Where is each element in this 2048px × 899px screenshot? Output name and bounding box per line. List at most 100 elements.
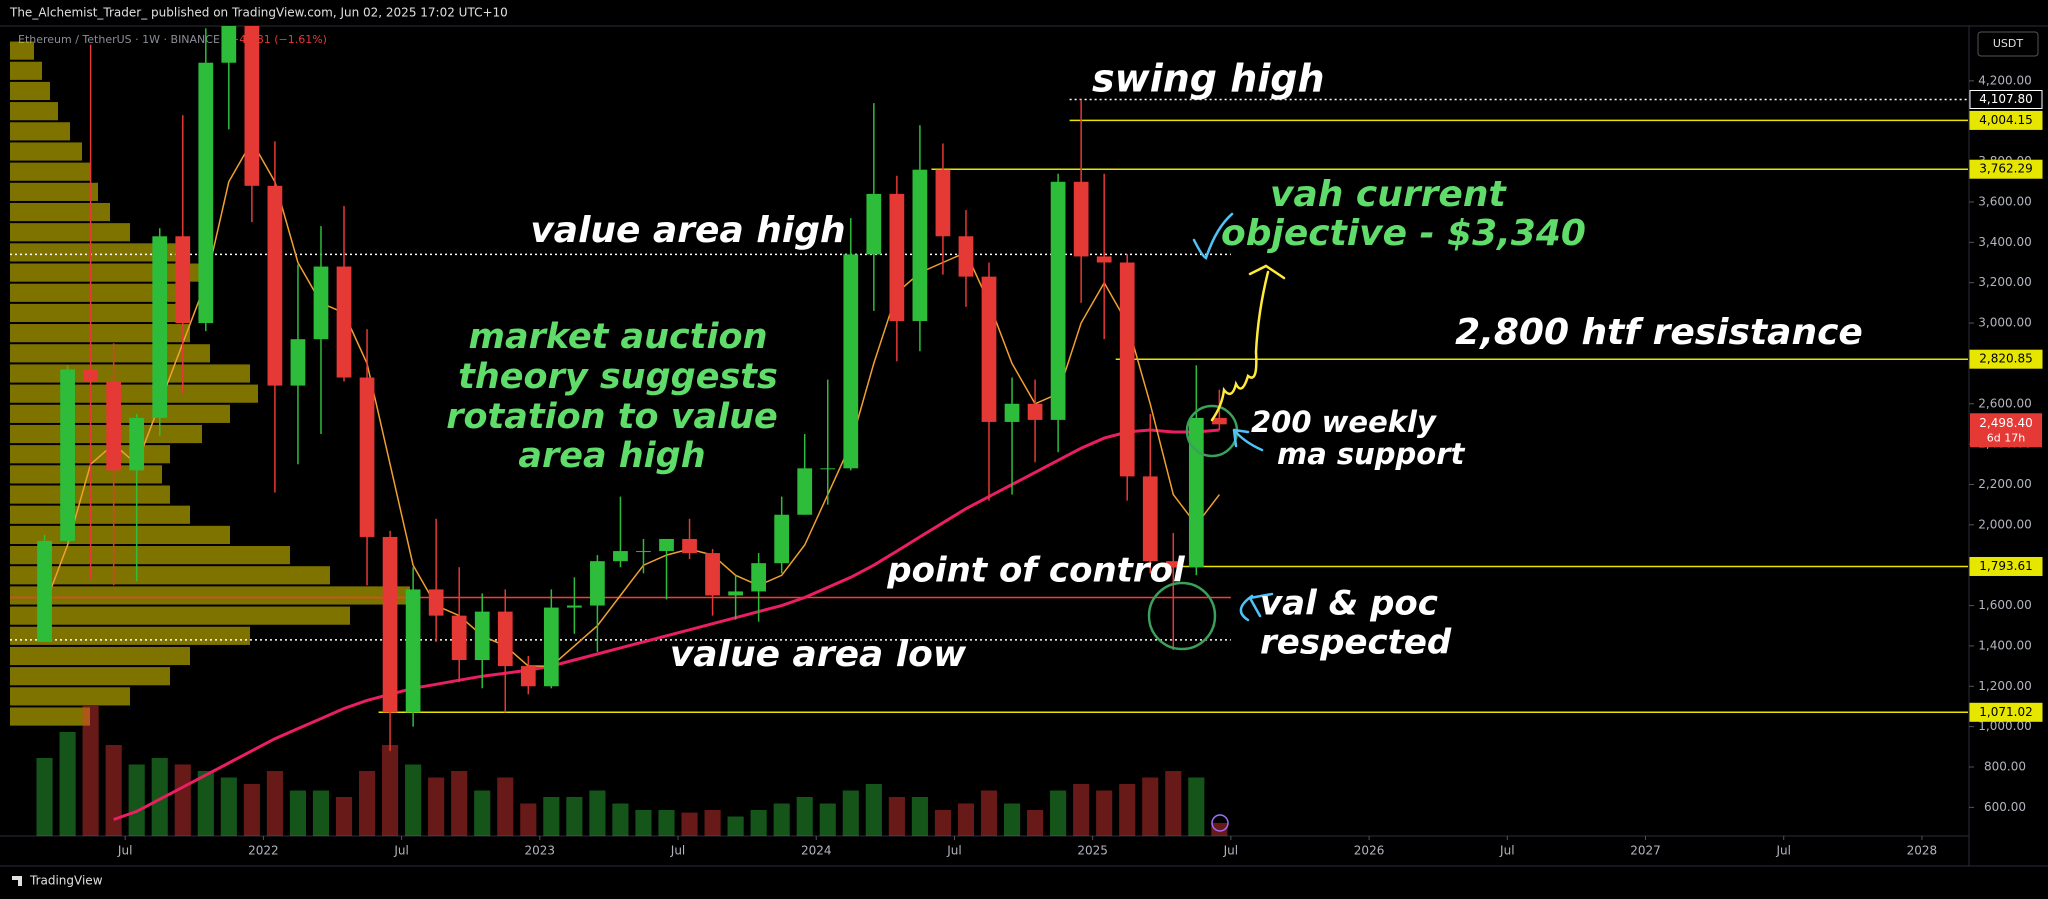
candle-body bbox=[866, 193, 882, 255]
annotation: val & poc bbox=[1260, 584, 1438, 624]
candle-body bbox=[590, 561, 605, 606]
profile-bar bbox=[10, 202, 110, 222]
price-label: 4,107.80 bbox=[1979, 92, 2032, 106]
annotation: 200 weekly bbox=[1251, 405, 1437, 439]
candle-body bbox=[405, 589, 421, 713]
price-label-box bbox=[1969, 556, 2043, 576]
candle-body bbox=[382, 536, 398, 713]
profile-bar bbox=[10, 283, 190, 302]
profile-bar bbox=[10, 122, 70, 141]
candle-body bbox=[244, 26, 260, 186]
candle-body bbox=[198, 62, 214, 324]
profile-bar bbox=[10, 61, 42, 80]
volume-bar bbox=[1165, 771, 1182, 836]
price-label-box bbox=[1969, 349, 2043, 369]
volume-bar bbox=[151, 758, 168, 836]
annotation: ma support bbox=[1277, 437, 1466, 471]
candle-body bbox=[1050, 181, 1066, 420]
annotation: respected bbox=[1260, 623, 1452, 663]
volume-bar bbox=[1073, 784, 1090, 836]
price-label-box bbox=[1969, 89, 2043, 109]
y-tick-label: 3,200.00 bbox=[1978, 275, 2031, 289]
y-tick-label: 800.00 bbox=[1984, 759, 2026, 773]
volume-bar bbox=[220, 777, 237, 836]
candle-body bbox=[912, 169, 928, 322]
profile-bar bbox=[10, 162, 90, 181]
volume-bar bbox=[266, 771, 283, 836]
volume-bar bbox=[842, 790, 859, 836]
candle-body bbox=[37, 540, 52, 642]
candle-body bbox=[1073, 181, 1089, 257]
annotation: area high bbox=[518, 436, 705, 476]
moving-average bbox=[43, 139, 1220, 667]
candle-body bbox=[1119, 262, 1135, 477]
x-tick-label: Jul bbox=[1499, 844, 1514, 858]
volume-bar bbox=[911, 797, 928, 836]
volume-bar bbox=[566, 797, 583, 836]
profile-bar bbox=[10, 384, 258, 403]
volume-bar bbox=[658, 810, 675, 836]
x-tick-label: Jul bbox=[117, 844, 132, 858]
profile-bar bbox=[10, 424, 202, 444]
candle-body bbox=[728, 591, 743, 596]
price-label: 3,762.29 bbox=[1979, 162, 2032, 176]
profile-bar bbox=[10, 646, 190, 666]
volume-bar bbox=[934, 810, 951, 836]
icon bbox=[1211, 814, 1229, 832]
volume-bar bbox=[428, 777, 445, 836]
price-label-box bbox=[1969, 702, 2043, 722]
annotation: market auction bbox=[468, 317, 767, 357]
x-tick-label: 2022 bbox=[248, 844, 279, 858]
arrow bbox=[1239, 592, 1274, 622]
profile-bar bbox=[10, 41, 34, 60]
volume-bar bbox=[865, 784, 882, 836]
volume-bar bbox=[174, 764, 191, 836]
volume-bar bbox=[957, 803, 975, 836]
x-tick-label: Jul bbox=[1223, 844, 1238, 858]
currency-box[interactable] bbox=[1977, 31, 2039, 57]
y-tick-label: 1,400.00 bbox=[1978, 638, 2031, 652]
volume-bar bbox=[82, 706, 99, 836]
profile-bar bbox=[10, 223, 130, 242]
candle-body bbox=[1027, 403, 1043, 420]
x-tick-label: Jul bbox=[1775, 844, 1790, 858]
symbol: Ethereum / TetherUS · 1W · BINANCE bbox=[18, 33, 220, 46]
profile-bar bbox=[10, 505, 190, 524]
candle-body bbox=[659, 538, 674, 552]
volume-bar bbox=[497, 777, 514, 836]
candle-body bbox=[106, 381, 122, 471]
axes: 600.00 800.00 1,000.00 1,200.00 1,400.00 1,60… bbox=[117, 73, 2043, 858]
candle-body bbox=[474, 611, 490, 661]
candle-body bbox=[83, 369, 98, 382]
profile-bar bbox=[10, 243, 190, 262]
x-tick-label: 2027 bbox=[1630, 844, 1661, 858]
volume-bar bbox=[1003, 803, 1021, 836]
candle-body bbox=[497, 611, 513, 667]
candle-body bbox=[981, 276, 997, 422]
price-label: 4,004.15 bbox=[1979, 113, 2032, 127]
plot bbox=[10, 26, 1968, 836]
candle-body bbox=[1096, 256, 1112, 263]
candle-body bbox=[313, 266, 329, 340]
y-tick-label: 2,200.00 bbox=[1978, 477, 2031, 491]
volume-bar bbox=[1188, 777, 1205, 836]
annotation: value area high bbox=[530, 210, 845, 251]
check bbox=[1192, 212, 1234, 260]
candle-body bbox=[1142, 476, 1158, 562]
profile-bar bbox=[10, 687, 130, 706]
drawings bbox=[1147, 212, 1286, 832]
candle-body bbox=[336, 266, 352, 378]
annotation: objective - $3,340 bbox=[1221, 213, 1586, 254]
y-tick-label: 1,000.00 bbox=[1978, 719, 2031, 733]
annotation: theory suggests bbox=[458, 357, 778, 397]
profile-bar bbox=[10, 667, 170, 686]
volume-bar bbox=[1142, 777, 1159, 836]
volume-bar bbox=[474, 790, 491, 836]
volume-bar bbox=[819, 803, 836, 836]
volume-bar bbox=[681, 812, 698, 836]
logo bbox=[12, 876, 22, 886]
candle-body bbox=[705, 553, 720, 596]
volume-bar bbox=[635, 810, 652, 836]
volume-bar bbox=[358, 771, 376, 836]
